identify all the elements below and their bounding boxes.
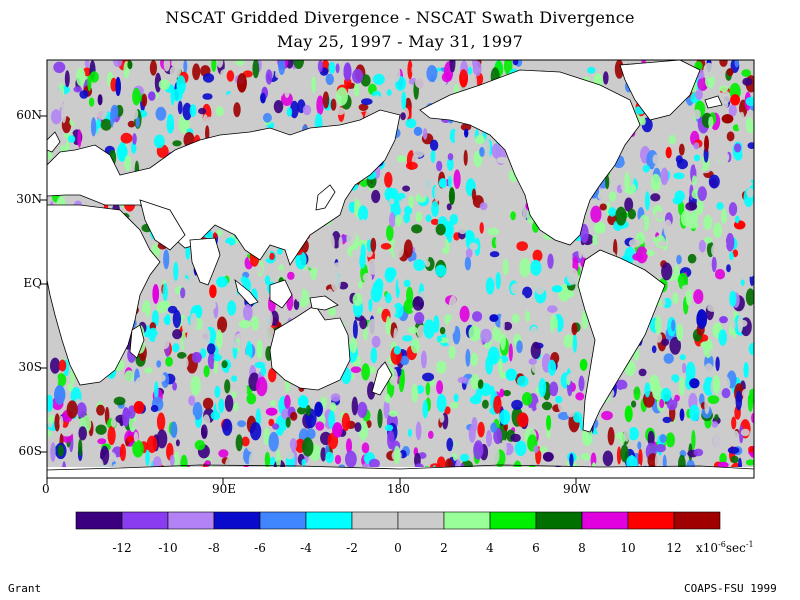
colorbar-swatch — [397, 511, 445, 530]
colorbar-tick-label: 12 — [666, 541, 682, 555]
lon-label-0: 0 — [42, 482, 50, 496]
great-britain — [47, 131, 61, 153]
colorbar-swatch — [167, 511, 215, 530]
lat-label-30n: 30N — [16, 192, 42, 206]
colorbar-swatch — [305, 511, 353, 530]
lon-label-180: 180 — [387, 482, 410, 496]
lat-label-60s: 60S — [18, 444, 43, 458]
axis-ticks — [40, 115, 577, 484]
map-date-range: May 25, 1997 - May 31, 1997 — [276, 32, 524, 51]
colorbar — [75, 511, 721, 530]
antarctica — [47, 467, 754, 478]
continents — [47, 60, 754, 478]
north-america-landmass — [419, 69, 641, 246]
lon-label-90e: 90E — [212, 482, 237, 496]
indonesia-borneo — [269, 279, 293, 309]
lat-label-eq: EQ — [23, 276, 42, 290]
colorbar-tick-label: 10 — [620, 541, 636, 555]
colorbar-tick-label: 8 — [578, 541, 586, 555]
colorbar-tick-label: 4 — [486, 541, 494, 555]
colorbar-tick-label: -2 — [346, 541, 358, 555]
new-zealand — [371, 361, 393, 396]
colorbar-swatch — [673, 511, 721, 530]
lat-label-30s: 30S — [18, 360, 43, 374]
africa-landmass — [47, 204, 161, 386]
colorbar-tick-label: -12 — [112, 541, 132, 555]
colorbar-swatch — [75, 511, 123, 530]
colorbar-swatch — [259, 511, 307, 530]
institution-credit: COAPS-FSU 1999 — [684, 582, 777, 595]
colorbar-tick-label: -6 — [254, 541, 266, 555]
colorbar-tick-label: 2 — [440, 541, 448, 555]
colorbar-tick-label: 6 — [532, 541, 540, 555]
colorbar-tick-label: -4 — [300, 541, 312, 555]
iceland — [704, 95, 723, 109]
new-guinea — [309, 295, 339, 311]
colorbar-swatch — [443, 511, 491, 530]
colorbar-tick-label: -10 — [158, 541, 178, 555]
colorbar-swatch — [121, 511, 169, 530]
colorbar-swatch — [581, 511, 629, 530]
greenland — [619, 60, 701, 121]
lat-label-60n: 60N — [16, 108, 42, 122]
arabia — [139, 199, 186, 251]
colorbar-swatch — [489, 511, 537, 530]
colorbar-swatch — [535, 511, 583, 530]
lon-label-90w: 90W — [563, 482, 591, 496]
south-america-landmass — [577, 249, 666, 433]
madagascar — [129, 324, 145, 359]
colorbar-tick-label: 0 — [394, 541, 402, 555]
colorbar-swatch — [627, 511, 675, 530]
indonesia-sumatra — [234, 278, 259, 306]
colorbar-swatch — [351, 511, 399, 530]
colorbar-tick-label: -8 — [208, 541, 220, 555]
japan — [315, 184, 336, 211]
map-title: NSCAT Gridded Divergence - NSCAT Swath D… — [165, 8, 635, 27]
author-credit: Grant — [8, 582, 42, 595]
colorbar-swatch — [213, 511, 261, 530]
india — [189, 237, 221, 286]
colorbar-units: x10-6sec-1 — [696, 540, 754, 555]
